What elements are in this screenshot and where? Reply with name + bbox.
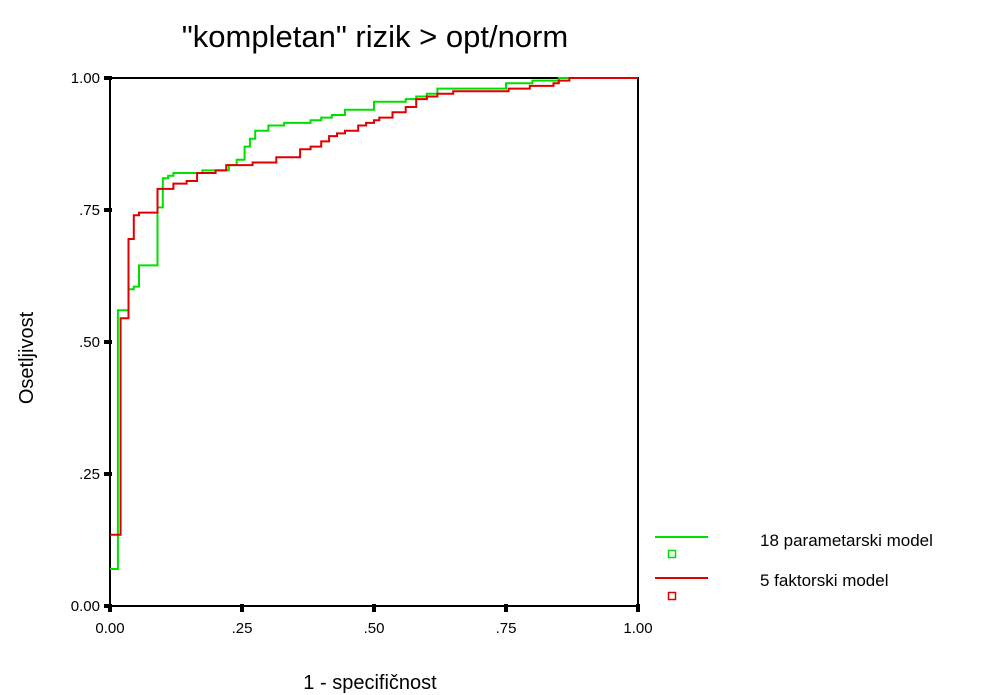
y-tick-label: .50 bbox=[79, 334, 100, 351]
y-axis-title: Osetljivost bbox=[16, 311, 38, 404]
x-tick-label: .50 bbox=[364, 620, 385, 637]
x-tick-mark bbox=[372, 604, 376, 612]
x-tick-label: .25 bbox=[232, 620, 253, 637]
legend-marker-1 bbox=[667, 549, 677, 559]
series-line-2 bbox=[110, 77, 638, 536]
legend: 18 parametarski model 5 faktorski model bbox=[655, 531, 933, 601]
x-tick-label: .75 bbox=[496, 620, 517, 637]
y-tick-mark bbox=[104, 604, 112, 608]
legend-label-2: 5 faktorski model bbox=[760, 571, 889, 590]
y-tick-mark bbox=[104, 340, 112, 344]
x-tick-label: 0.00 bbox=[95, 620, 124, 637]
x-tick-label: 1.00 bbox=[623, 620, 652, 637]
y-tick-label: 1.00 bbox=[71, 70, 100, 87]
y-tick-label: .75 bbox=[79, 202, 100, 219]
series-line-1 bbox=[110, 77, 638, 570]
chart-title: "kompletan" rizik > opt/norm bbox=[182, 19, 568, 54]
y-tick-label: .25 bbox=[79, 466, 100, 483]
x-tick-mark bbox=[636, 604, 640, 612]
y-tick-mark bbox=[104, 472, 112, 476]
series-layer bbox=[110, 77, 638, 570]
x-axis-title: 1 - specifičnost bbox=[303, 672, 437, 694]
plot-area: 0.00 .25 .50 .75 1.00 0.00 .25 .50 .75 1.00 bbox=[71, 70, 653, 637]
legend-label-1: 18 parametarski model bbox=[760, 531, 933, 550]
y-tick-label: 0.00 bbox=[71, 598, 100, 615]
x-tick-mark bbox=[240, 604, 244, 612]
x-tick-mark bbox=[504, 604, 508, 612]
plot-frame bbox=[109, 77, 639, 607]
legend-marker-2 bbox=[667, 591, 677, 601]
y-tick-mark bbox=[104, 76, 112, 80]
y-axis-ticks: 0.00 .25 .50 .75 1.00 bbox=[71, 70, 112, 615]
x-axis-ticks: 0.00 .25 .50 .75 1.00 bbox=[95, 604, 653, 637]
y-tick-mark bbox=[104, 208, 112, 212]
